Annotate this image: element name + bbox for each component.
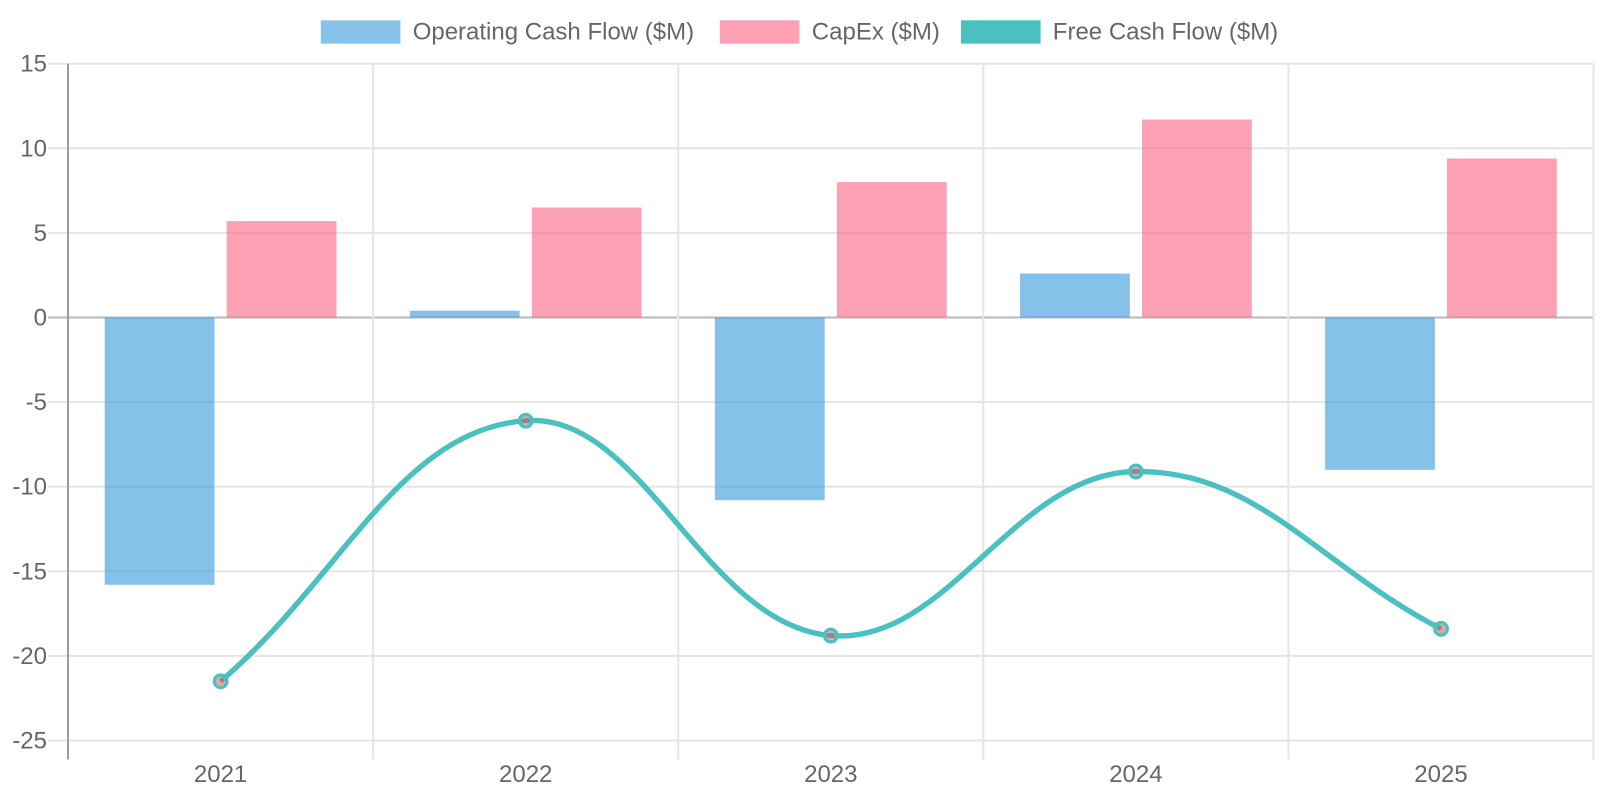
svg-text:0: 0 <box>34 305 47 332</box>
svg-text:2021: 2021 <box>194 761 247 788</box>
svg-text:-25: -25 <box>12 728 47 755</box>
svg-text:10: 10 <box>20 135 47 162</box>
svg-text:-5: -5 <box>26 389 47 416</box>
svg-text:-20: -20 <box>12 643 47 670</box>
svg-text:-15: -15 <box>12 558 47 585</box>
svg-text:15: 15 <box>20 51 47 78</box>
svg-text:Operating Cash Flow ($M): Operating Cash Flow ($M) <box>413 19 694 46</box>
svg-text:5: 5 <box>34 220 47 247</box>
svg-text:CapEx ($M): CapEx ($M) <box>812 19 940 46</box>
svg-text:2023: 2023 <box>804 761 857 788</box>
svg-text:-10: -10 <box>12 474 47 501</box>
svg-text:2022: 2022 <box>499 761 552 788</box>
svg-text:2025: 2025 <box>1414 761 1467 788</box>
svg-text:Free Cash Flow ($M): Free Cash Flow ($M) <box>1053 19 1278 46</box>
svg-text:2024: 2024 <box>1109 761 1162 788</box>
